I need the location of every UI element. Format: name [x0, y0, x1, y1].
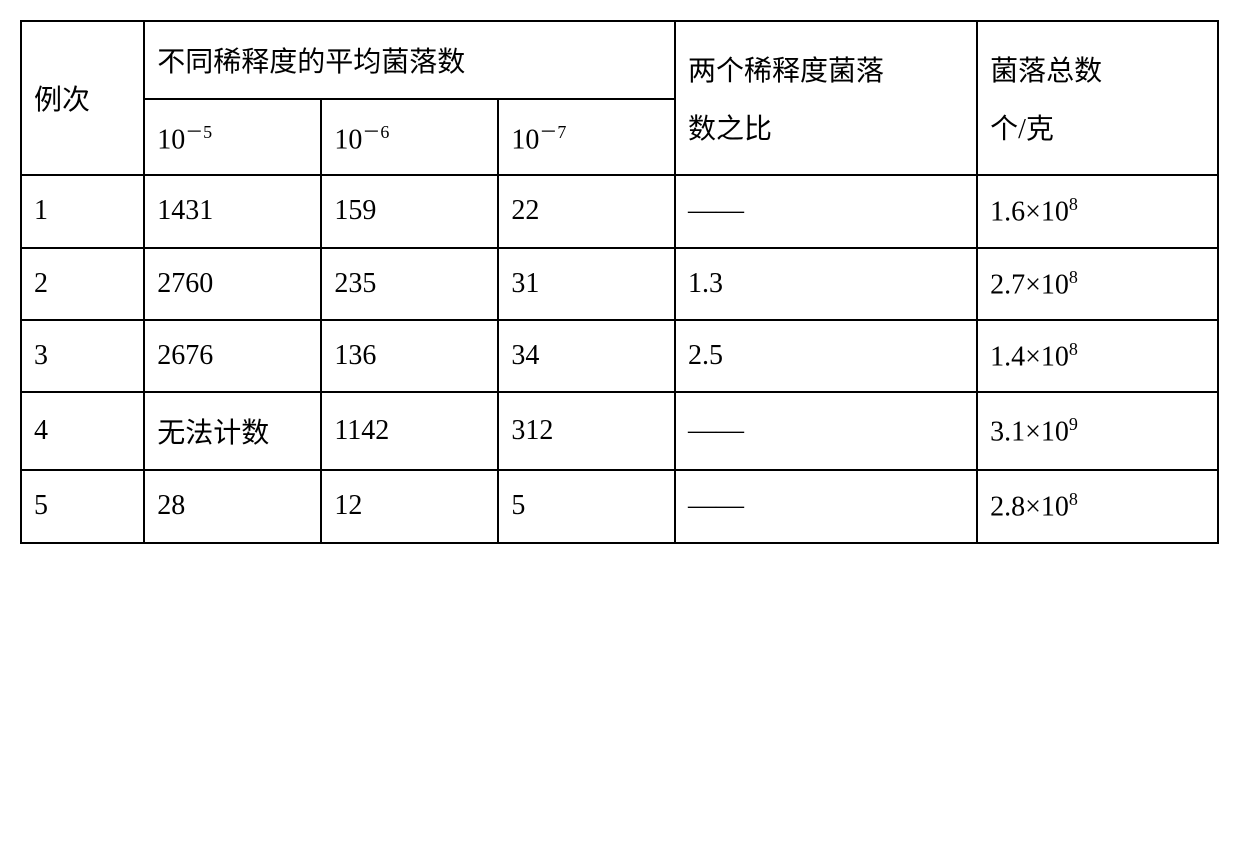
cell-example-number: 3	[21, 320, 144, 392]
cell-ratio: ——	[675, 175, 977, 247]
cell-example-number: 2	[21, 248, 144, 320]
cell-example-number: 5	[21, 470, 144, 542]
header-total-line2: 个/克	[990, 107, 1205, 147]
table-row: 4 无法计数 1142 312 —— 3.1×109	[21, 392, 1218, 470]
header-example-number: 例次	[21, 21, 144, 175]
table-row: 2 2760 235 31 1.3 2.7×108	[21, 248, 1218, 320]
colony-count-table: 例次 不同稀释度的平均菌落数 两个稀释度菌落 数之比 菌落总数 个/克 10－5…	[20, 20, 1219, 544]
cell-dilution-7: 22	[498, 175, 675, 247]
cell-total: 1.6×108	[977, 175, 1218, 247]
cell-ratio: 1.3	[675, 248, 977, 320]
cell-dilution-7: 34	[498, 320, 675, 392]
header-dilution-5: 10－5	[144, 99, 321, 175]
cell-total: 1.4×108	[977, 320, 1218, 392]
cell-dilution-6: 159	[321, 175, 498, 247]
header-ratio-line1: 两个稀释度菌落	[688, 49, 964, 89]
cell-dilution-7: 312	[498, 392, 675, 470]
cell-total: 3.1×109	[977, 392, 1218, 470]
cell-total: 2.8×108	[977, 470, 1218, 542]
cell-dilution-5: 2760	[144, 248, 321, 320]
cell-ratio: ——	[675, 392, 977, 470]
table-row: 5 28 12 5 —— 2.8×108	[21, 470, 1218, 542]
cell-dilution-5: 无法计数	[144, 392, 321, 470]
cell-ratio: ——	[675, 470, 977, 542]
cell-dilution-7: 31	[498, 248, 675, 320]
header-dilution-6: 10－6	[321, 99, 498, 175]
header-total: 菌落总数 个/克	[977, 21, 1218, 175]
cell-dilution-6: 1142	[321, 392, 498, 470]
cell-dilution-5: 1431	[144, 175, 321, 247]
cell-dilution-6: 235	[321, 248, 498, 320]
cell-total: 2.7×108	[977, 248, 1218, 320]
cell-dilution-6: 12	[321, 470, 498, 542]
cell-dilution-5: 2676	[144, 320, 321, 392]
cell-dilution-5: 28	[144, 470, 321, 542]
cell-dilution-7: 5	[498, 470, 675, 542]
header-total-line1: 菌落总数	[990, 49, 1205, 89]
cell-example-number: 1	[21, 175, 144, 247]
header-dilution-7: 10－7	[498, 99, 675, 175]
header-ratio: 两个稀释度菌落 数之比	[675, 21, 977, 175]
cell-dilution-6: 136	[321, 320, 498, 392]
table-row: 3 2676 136 34 2.5 1.4×108	[21, 320, 1218, 392]
header-row-1: 例次 不同稀释度的平均菌落数 两个稀释度菌落 数之比 菌落总数 个/克	[21, 21, 1218, 99]
cell-example-number: 4	[21, 392, 144, 470]
cell-ratio: 2.5	[675, 320, 977, 392]
table-row: 1 1431 159 22 —— 1.6×108	[21, 175, 1218, 247]
header-dilution-span: 不同稀释度的平均菌落数	[144, 21, 675, 99]
header-ratio-line2: 数之比	[688, 107, 964, 147]
